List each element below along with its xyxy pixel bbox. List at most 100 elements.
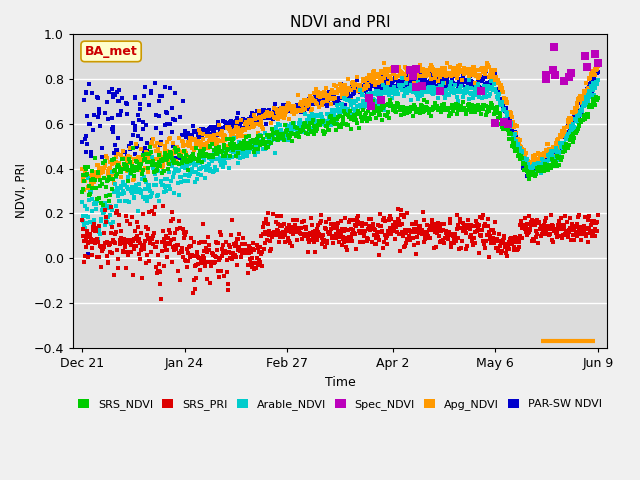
Point <box>294 104 305 112</box>
Point <box>481 85 492 93</box>
Point <box>118 166 129 173</box>
Point <box>326 110 337 118</box>
Point <box>223 145 233 153</box>
Point <box>93 173 103 180</box>
Point <box>553 135 563 143</box>
Point <box>559 140 569 147</box>
Point <box>545 163 556 170</box>
Point <box>102 167 113 174</box>
Point <box>410 67 420 75</box>
Point <box>490 218 500 226</box>
Point <box>189 146 199 154</box>
Point <box>542 163 552 171</box>
Point <box>300 123 310 131</box>
Point <box>302 231 312 239</box>
Point <box>421 72 431 80</box>
Point <box>301 123 311 131</box>
Point <box>92 227 102 234</box>
Point <box>305 119 315 127</box>
Point <box>416 83 426 91</box>
Point <box>511 147 522 155</box>
Point <box>253 136 264 144</box>
Point <box>538 153 548 161</box>
Point <box>248 143 259 151</box>
Point <box>389 86 399 94</box>
Point <box>164 227 174 234</box>
Point <box>580 94 591 101</box>
Point <box>291 225 301 233</box>
Point <box>404 236 415 243</box>
Point <box>454 87 464 95</box>
Point <box>189 136 199 144</box>
Point <box>586 102 596 110</box>
Point <box>432 82 442 89</box>
Point <box>443 70 453 77</box>
Point <box>406 81 417 89</box>
Point <box>97 168 107 176</box>
Point <box>514 239 524 246</box>
Point <box>145 187 155 195</box>
Point <box>244 122 254 130</box>
Point <box>415 89 425 97</box>
Point <box>253 132 264 140</box>
Point <box>275 106 285 114</box>
Point <box>451 86 461 94</box>
Point <box>584 93 595 100</box>
Point <box>531 227 541 234</box>
Point <box>272 128 282 136</box>
Point <box>493 238 504 245</box>
Point <box>323 228 333 236</box>
Point <box>556 133 566 141</box>
Point <box>157 238 167 246</box>
Point <box>403 83 413 90</box>
Point <box>258 112 268 120</box>
Point <box>161 156 172 164</box>
Point <box>472 82 482 89</box>
Point <box>550 146 560 154</box>
Point <box>214 121 224 129</box>
Point <box>115 161 125 169</box>
Point <box>584 212 594 220</box>
Point <box>384 73 394 81</box>
Point <box>554 146 564 154</box>
Point <box>571 106 581 114</box>
Point <box>461 222 472 230</box>
Point <box>568 114 579 121</box>
Point <box>173 191 184 199</box>
Point <box>531 160 541 168</box>
Point <box>504 135 515 143</box>
Point <box>246 116 256 123</box>
Point <box>312 237 322 244</box>
Point <box>557 232 567 240</box>
Point <box>506 235 516 242</box>
Point <box>349 216 359 224</box>
Point <box>148 135 158 143</box>
Point <box>497 123 507 131</box>
Point <box>584 103 594 111</box>
Point <box>189 144 200 152</box>
Point <box>449 239 459 247</box>
Point <box>348 111 358 119</box>
Point <box>179 229 189 237</box>
Point <box>502 98 512 106</box>
Point <box>144 154 154 161</box>
Point <box>213 130 223 138</box>
Point <box>127 183 138 191</box>
Point <box>95 230 105 238</box>
Point <box>586 71 596 79</box>
Point <box>517 225 527 232</box>
Point <box>150 155 161 163</box>
Point <box>518 158 528 166</box>
Point <box>506 237 516 245</box>
Point <box>211 146 221 154</box>
Point <box>362 74 372 82</box>
Point <box>588 84 598 92</box>
Point <box>513 143 524 151</box>
Point <box>197 158 207 166</box>
Point <box>369 75 379 83</box>
Point <box>387 102 397 109</box>
Point <box>422 83 433 91</box>
Point <box>190 178 200 186</box>
Point <box>114 159 124 167</box>
Point <box>244 115 255 123</box>
